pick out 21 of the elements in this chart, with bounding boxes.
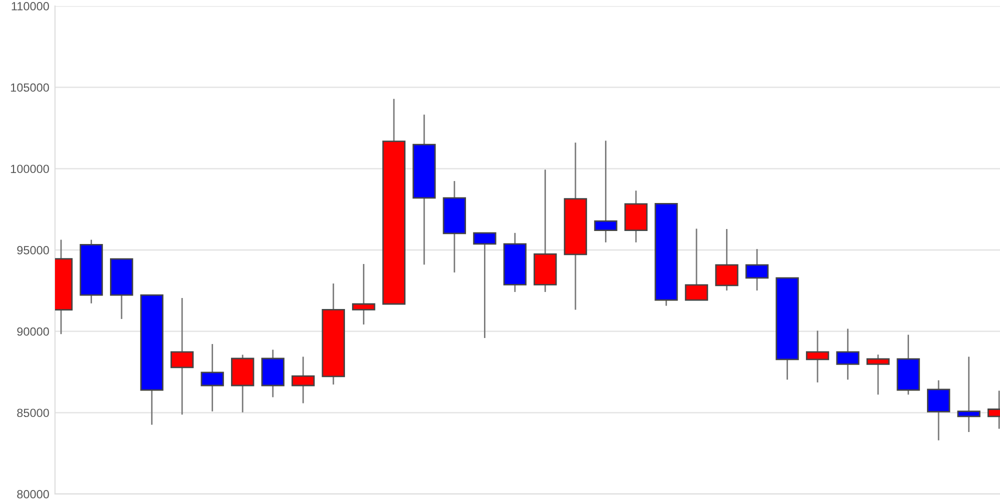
candlestick bbox=[473, 232, 496, 339]
candlestick bbox=[352, 263, 376, 326]
candlestick bbox=[684, 228, 708, 301]
y-tick-label: 100000 bbox=[10, 164, 49, 174]
y-tick-label: 110000 bbox=[12, 2, 49, 10]
candlestick bbox=[715, 228, 738, 292]
y-tick-label: 80000 bbox=[17, 490, 49, 498]
candlestick bbox=[170, 297, 194, 416]
candlestick bbox=[866, 354, 890, 396]
candlestick bbox=[200, 343, 224, 412]
candlestick bbox=[806, 330, 830, 384]
y-tick-label: 85000 bbox=[17, 408, 49, 418]
candlestick bbox=[957, 356, 980, 433]
candlestick bbox=[292, 356, 315, 404]
y-tick-label: 90000 bbox=[17, 327, 49, 336]
y-tick-label: 105000 bbox=[10, 83, 49, 92]
y-tick-label: 95000 bbox=[17, 246, 49, 254]
candlestick bbox=[836, 328, 860, 380]
candlestick bbox=[594, 140, 618, 244]
candlestick bbox=[745, 248, 769, 292]
candlestick bbox=[926, 380, 950, 442]
